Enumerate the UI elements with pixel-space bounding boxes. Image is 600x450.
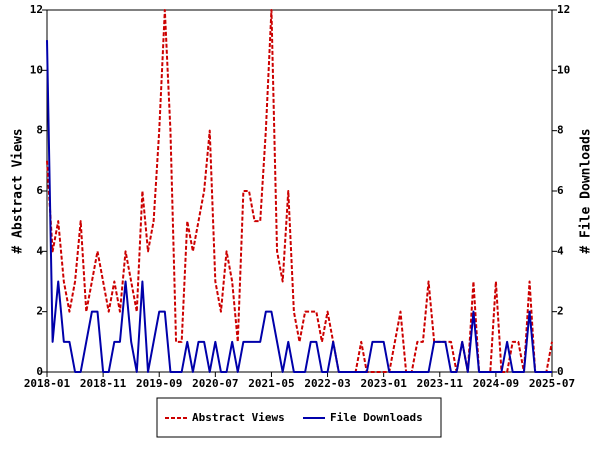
y2-tick-label: 4	[557, 244, 564, 257]
y-axis-label: # Abstract Views	[11, 128, 26, 253]
y2-tick-label: 10	[557, 63, 570, 76]
y-tick-label: 4	[36, 244, 43, 257]
y2-tick-label: 12	[557, 3, 570, 16]
y-tick-label: 2	[36, 305, 43, 318]
y2-tick-label: 6	[557, 184, 564, 197]
y-tick-label: 0	[36, 365, 43, 378]
series-line	[46, 9, 553, 373]
x-tick-label: 2021-05	[248, 377, 294, 390]
y-tick-label: 12	[30, 3, 43, 16]
y-tick-label: 8	[36, 124, 43, 137]
legend-label: Abstract Views	[192, 411, 285, 424]
legend-label: File Downloads	[330, 411, 423, 424]
x-tick-label: 2023-11	[417, 377, 464, 390]
legend-box	[156, 397, 442, 438]
y2-tick-label: 0	[557, 365, 564, 378]
x-tick-label: 2019-09	[136, 377, 182, 390]
series-line	[46, 40, 552, 373]
y-tick-label: 10	[30, 63, 43, 76]
y-tick-label: 6	[36, 184, 43, 197]
y2-tick-label: 2	[557, 305, 564, 318]
x-tick-label: 2018-11	[80, 377, 127, 390]
y2-axis-label: # File Downloads	[579, 128, 594, 253]
x-tick-label: 2024-09	[473, 377, 519, 390]
x-tick-label: 2020-07	[192, 377, 238, 390]
x-tick-label: 2025-07	[529, 377, 575, 390]
x-tick-label: 2018-01	[24, 377, 71, 390]
y2-tick-label: 8	[557, 124, 564, 137]
x-tick-label: 2023-01	[360, 377, 407, 390]
x-tick-label: 2022-03	[304, 377, 350, 390]
